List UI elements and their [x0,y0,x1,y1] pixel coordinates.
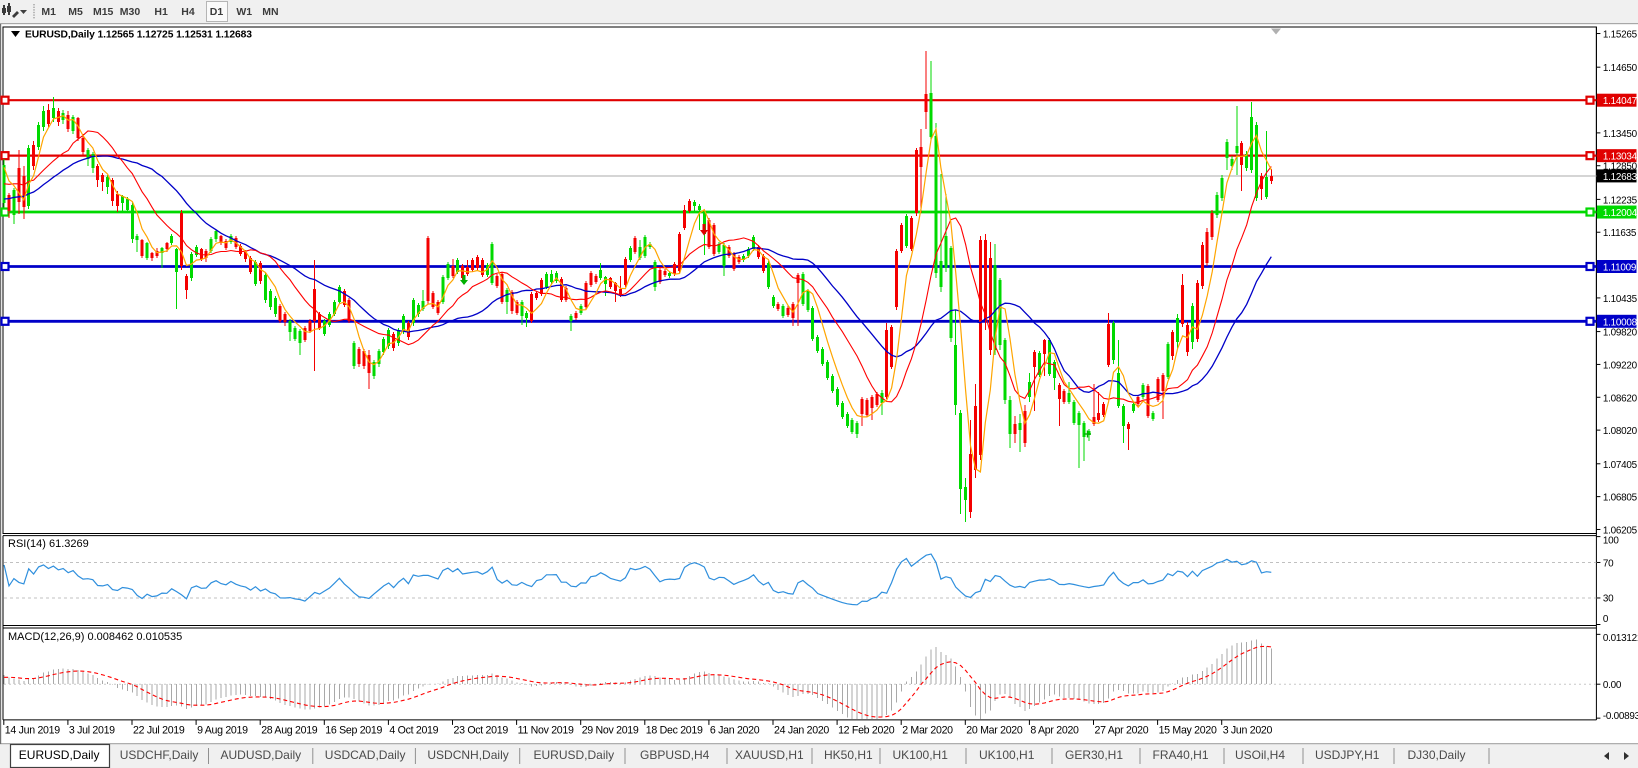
svg-text:USDJPY,H1: USDJPY,H1 [1315,748,1380,762]
svg-text:1.07405: 1.07405 [1603,460,1638,471]
svg-text:22 Jul 2019: 22 Jul 2019 [133,725,185,737]
svg-text:GER30,H1: GER30,H1 [1065,748,1123,762]
svg-text:H4: H4 [181,6,195,18]
svg-text:UK100,H1: UK100,H1 [893,748,949,762]
svg-text:EURUSD,Daily: EURUSD,Daily [534,748,615,762]
svg-text:4 Oct 2019: 4 Oct 2019 [389,725,438,737]
svg-text:1.15265: 1.15265 [1603,30,1638,41]
svg-text:16 Sep 2019: 16 Sep 2019 [325,725,382,737]
svg-text:27 Apr 2020: 27 Apr 2020 [1095,725,1149,737]
svg-text:2 Mar 2020: 2 Mar 2020 [902,725,953,737]
svg-text:MACD(12,26,9) 0.008462 0.01053: MACD(12,26,9) 0.008462 0.010535 [8,631,182,643]
svg-text:0.013121: 0.013121 [1603,633,1638,644]
svg-text:1.12004: 1.12004 [1603,208,1638,219]
svg-text:1.13450: 1.13450 [1603,129,1638,140]
svg-text:D1: D1 [210,6,224,18]
svg-text:12 Feb 2020: 12 Feb 2020 [838,725,895,737]
svg-text:W1: W1 [236,6,252,18]
svg-text:1.12683: 1.12683 [1603,172,1638,183]
svg-text:EURUSD,Daily: EURUSD,Daily [19,748,100,762]
svg-text:HK50,H1: HK50,H1 [824,748,873,762]
svg-text:0.00: 0.00 [1603,680,1622,691]
svg-text:70: 70 [1603,559,1614,570]
svg-text:20 Mar 2020: 20 Mar 2020 [966,725,1023,737]
svg-text:USDCAD,Daily: USDCAD,Daily [325,748,406,762]
svg-text:9 Aug 2019: 9 Aug 2019 [197,725,248,737]
svg-text:1.11635: 1.11635 [1603,228,1637,239]
svg-text:1.12850: 1.12850 [1603,162,1638,173]
svg-text:14 Jun 2019: 14 Jun 2019 [5,725,60,737]
svg-text:8 Apr 2020: 8 Apr 2020 [1030,725,1079,737]
svg-text:H1: H1 [154,6,168,18]
svg-text:MN: MN [262,6,278,18]
svg-text:0: 0 [1603,614,1609,625]
svg-text:23 Oct 2019: 23 Oct 2019 [454,725,509,737]
svg-text:M30: M30 [120,6,141,18]
svg-text:24 Jan 2020: 24 Jan 2020 [774,725,829,737]
svg-text:100: 100 [1603,536,1619,547]
svg-text:-0.008933: -0.008933 [1603,711,1638,722]
svg-text:29 Nov 2019: 29 Nov 2019 [582,725,639,737]
svg-text:15 May 2020: 15 May 2020 [1159,725,1217,737]
svg-text:EURUSD,Daily 1.12565 1.12725: EURUSD,Daily 1.12565 1.12725 1.12531 1.1… [25,30,252,41]
svg-text:USDCHF,Daily: USDCHF,Daily [120,748,199,762]
svg-text:M15: M15 [93,6,114,18]
svg-text:USDCNH,Daily: USDCNH,Daily [427,748,508,762]
svg-text:1.08620: 1.08620 [1603,393,1638,404]
svg-text:1.06805: 1.06805 [1603,493,1638,504]
svg-text:3 Jul 2019: 3 Jul 2019 [69,725,115,737]
svg-text:DJ30,Daily: DJ30,Daily [1408,748,1466,762]
svg-text:USOil,H4: USOil,H4 [1235,748,1285,762]
svg-text:M1: M1 [41,6,56,18]
svg-text:1.10435: 1.10435 [1603,294,1638,305]
svg-text:1.08020: 1.08020 [1603,426,1638,437]
svg-text:1.10008: 1.10008 [1603,317,1638,328]
svg-text:11 Nov 2019: 11 Nov 2019 [518,725,574,737]
svg-text:28 Aug 2019: 28 Aug 2019 [261,725,318,737]
svg-text:RSI(14) 61.3269: RSI(14) 61.3269 [8,538,89,550]
svg-text:1.12235: 1.12235 [1603,195,1638,206]
svg-text:AUDUSD,Daily: AUDUSD,Daily [221,748,302,762]
svg-text:1.09820: 1.09820 [1603,328,1638,339]
svg-text:18 Dec 2019: 18 Dec 2019 [646,725,703,737]
svg-text:1.14047: 1.14047 [1603,96,1637,107]
svg-text:6 Jan 2020: 6 Jan 2020 [710,725,760,737]
svg-text:1.06205: 1.06205 [1603,525,1638,536]
svg-text:UK100,H1: UK100,H1 [979,748,1035,762]
svg-text:1.11009: 1.11009 [1603,263,1637,274]
svg-text:M5: M5 [68,6,83,18]
svg-text:1.09220: 1.09220 [1603,360,1638,371]
svg-text:3 Jun 2020: 3 Jun 2020 [1223,725,1273,737]
svg-text:FRA40,H1: FRA40,H1 [1153,748,1209,762]
svg-text:1.13034: 1.13034 [1603,152,1638,163]
svg-text:GBPUSD,H4: GBPUSD,H4 [640,748,710,762]
svg-text:30: 30 [1603,594,1614,605]
svg-text:1.14650: 1.14650 [1603,63,1638,74]
svg-text:XAUUSD,H1: XAUUSD,H1 [735,748,804,762]
